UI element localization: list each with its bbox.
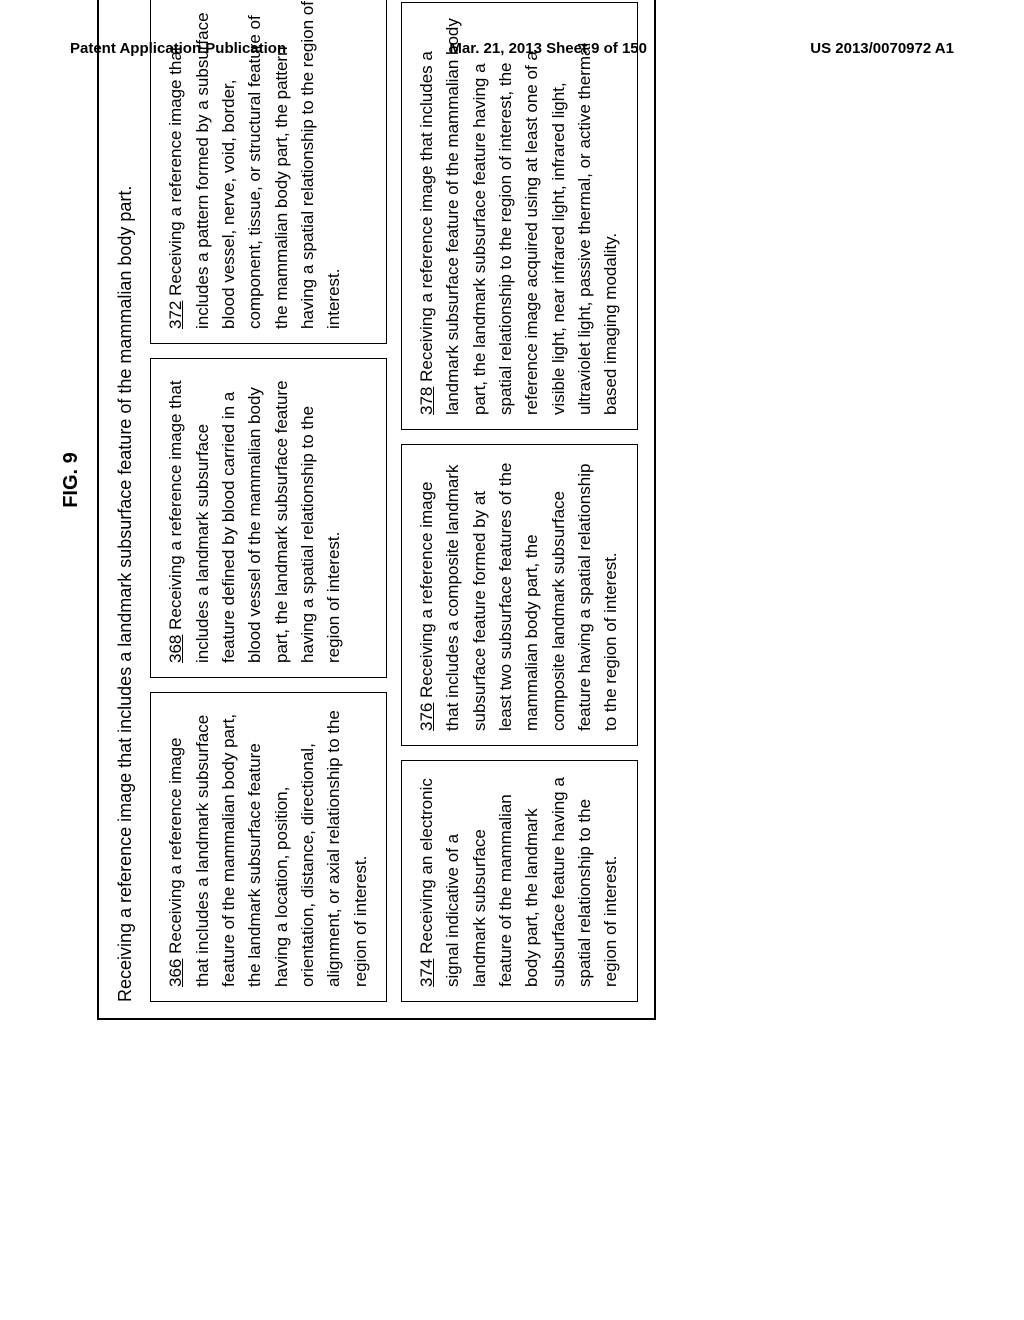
row-2: 374 Receiving an electronic signal indic… — [401, 0, 638, 1002]
text-376: Receiving a reference image that include… — [417, 463, 620, 731]
outer-box: Receiving a reference image that include… — [97, 0, 656, 1020]
box-368: 368 Receiving a reference image that inc… — [150, 358, 387, 678]
text-372: Receiving a reference image that include… — [166, 1, 343, 329]
ref-374: 374 — [417, 959, 436, 987]
figure-label: FIG. 9 — [60, 0, 83, 1020]
header-right: US 2013/0070972 A1 — [810, 40, 954, 57]
ref-378: 378 — [417, 387, 436, 415]
box-376: 376 Receiving a reference image that inc… — [401, 444, 638, 746]
box-374: 374 Receiving an electronic signal indic… — [401, 760, 638, 1002]
ref-372: 372 — [166, 301, 185, 329]
box-366: 366 Receiving a reference image that inc… — [150, 692, 387, 1002]
text-378: Receiving a reference image that include… — [417, 18, 620, 415]
ref-368: 368 — [166, 635, 185, 663]
figure-container: FIG. 9 350 Receiving a reference image t… — [60, 0, 820, 1020]
text-374: Receiving an electronic signal indicativ… — [417, 777, 620, 987]
box-372: 372 Receiving a reference image that inc… — [150, 0, 387, 344]
ref-376: 376 — [417, 703, 436, 731]
row-1: 366 Receiving a reference image that inc… — [150, 0, 387, 1002]
text-366: Receiving a reference image that include… — [166, 710, 369, 987]
text-368: Receiving a reference image that include… — [166, 380, 343, 663]
box-378: 378 Receiving a reference image that inc… — [401, 2, 638, 430]
outer-title: Receiving a reference image that include… — [113, 0, 138, 1002]
ref-366: 366 — [166, 959, 185, 987]
